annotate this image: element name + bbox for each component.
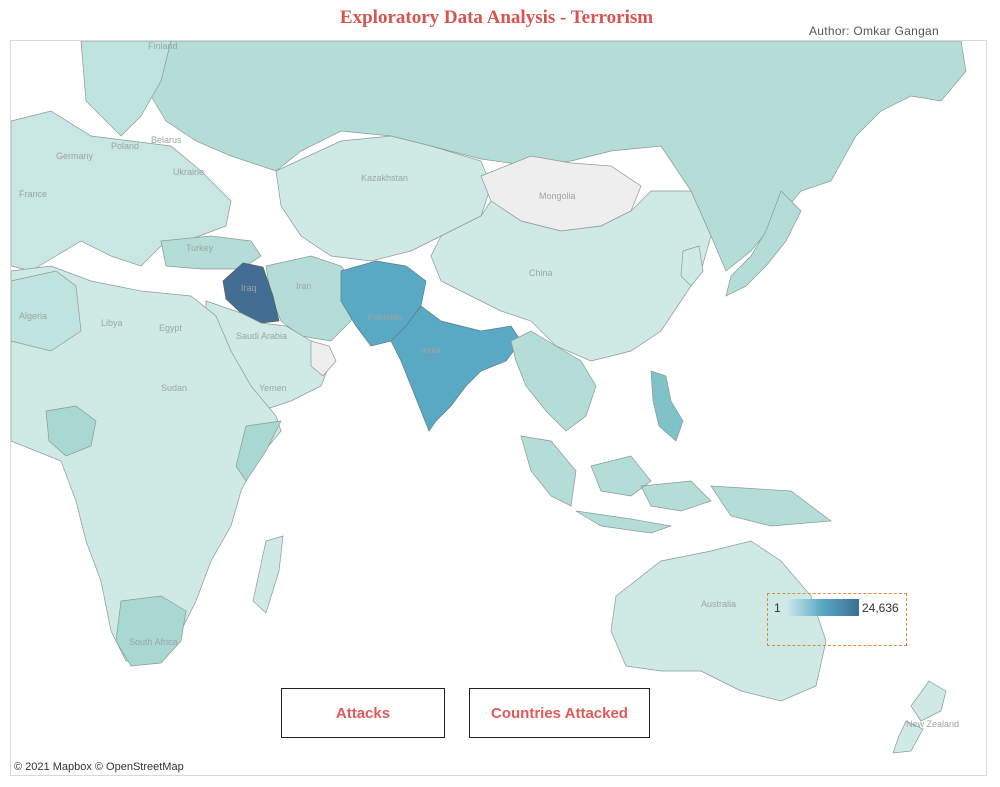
region-algeria[interactable] [11, 270, 82, 352]
region-scandinavia[interactable] [80, 41, 172, 137]
label-china: China [529, 268, 553, 278]
region-south-africa[interactable] [115, 595, 187, 667]
label-finland: Finland [148, 41, 178, 51]
label-india: India [421, 345, 441, 355]
author-credit: Author: Omkar Gangan [808, 24, 939, 38]
choropleth-map[interactable]: Finland Poland Ukraine Belarus Germany F… [10, 40, 987, 776]
label-yemen: Yemen [259, 383, 287, 393]
label-south-africa: South Africa [129, 637, 178, 647]
attacks-button[interactable]: Attacks [281, 688, 445, 738]
region-india[interactable] [390, 305, 522, 432]
page-title: Exploratory Data Analysis - Terrorism [339, 7, 654, 28]
label-germany: Germany [56, 151, 94, 161]
label-poland: Poland [111, 141, 139, 151]
legend-max: 24,636 [862, 601, 899, 615]
label-turkey: Turkey [186, 243, 214, 253]
region-africa[interactable] [11, 265, 282, 662]
color-legend: 1 24,636 [767, 593, 907, 646]
region-iraq[interactable] [222, 262, 280, 324]
label-france: France [19, 189, 47, 199]
label-pakistan: Pakistan [368, 312, 403, 322]
region-somalia[interactable] [235, 420, 282, 482]
region-nigeria[interactable] [45, 405, 97, 457]
region-turkey[interactable] [160, 235, 262, 270]
label-mongolia: Mongolia [539, 191, 576, 201]
label-sudan: Sudan [161, 383, 187, 393]
label-iran: Iran [296, 281, 312, 291]
region-russia[interactable] [130, 41, 967, 272]
label-australia: Australia [701, 599, 736, 609]
countries-attacked-button[interactable]: Countries Attacked [469, 688, 650, 738]
label-libya: Libya [101, 318, 123, 328]
map-canvas[interactable]: Finland Poland Ukraine Belarus Germany F… [11, 41, 986, 775]
region-southeast-asia[interactable] [510, 330, 597, 432]
label-ukraine: Ukraine [173, 167, 204, 177]
region-philippines[interactable] [650, 370, 684, 442]
region-indonesia[interactable] [520, 435, 832, 534]
region-oman[interactable] [310, 340, 337, 377]
region-new-zealand[interactable] [892, 680, 947, 754]
region-korea[interactable] [680, 245, 704, 287]
label-new-zealand: New Zealand [906, 719, 959, 729]
label-iraq: Iraq [241, 283, 257, 293]
region-japan[interactable] [725, 190, 802, 297]
legend-min: 1 [774, 601, 781, 615]
label-kazakhstan: Kazakhstan [361, 173, 408, 183]
map-attribution[interactable]: © 2021 Mapbox © OpenStreetMap [14, 761, 184, 773]
region-madagascar[interactable] [252, 535, 284, 614]
label-belarus: Belarus [151, 135, 182, 145]
legend-gradient-bar [785, 599, 859, 616]
label-saudi-arabia: Saudi Arabia [236, 331, 287, 341]
label-algeria: Algeria [19, 311, 47, 321]
label-egypt: Egypt [159, 323, 183, 333]
region-australia[interactable] [610, 540, 827, 702]
